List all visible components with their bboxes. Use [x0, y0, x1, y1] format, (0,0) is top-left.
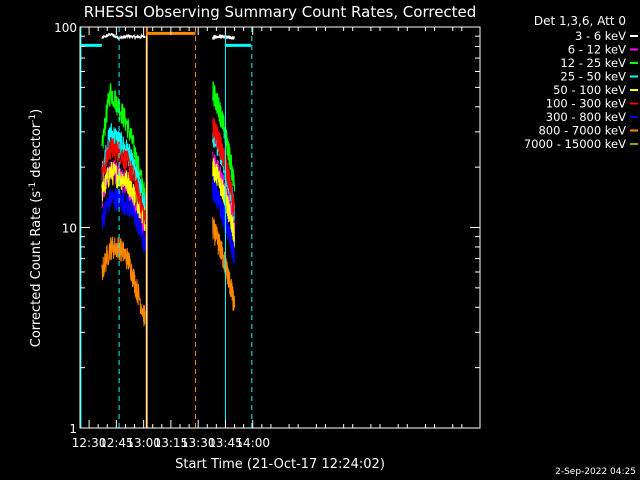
series-line-0-100-300-kev: [101, 137, 146, 225]
series-line-1-100-300-kev: [212, 116, 235, 217]
legend-entry-7000-15000-kev: 7000 - 15000 keV: [524, 137, 626, 151]
y-tick-label-2: 100: [54, 21, 77, 35]
x-tick-label-4: 13:30: [181, 436, 216, 450]
series-line-0-300-800-kev: [101, 188, 146, 253]
legend-entry-3-6-kev: 3 - 6 keV: [575, 29, 626, 43]
y-axis-label-end: ): [29, 109, 44, 114]
legend-entry-12-25-kev: 12 - 25 keV: [560, 56, 626, 70]
legend-entry-100-300-kev: 100 - 300 keV: [546, 97, 626, 111]
legend-entry-25-50-kev: 25 - 50 keV: [560, 70, 626, 84]
series-line-1-50-100-kev: [212, 157, 235, 249]
legend-entry-800-7000-kev: 800 - 7000 keV: [538, 124, 626, 138]
y-axis-label-main: Corrected Count Rate (s: [29, 191, 44, 348]
x-tick-label-1: 12:45: [99, 436, 134, 450]
x-tick-label-6: 14:00: [235, 436, 270, 450]
x-tick-label-3: 13:15: [154, 436, 189, 450]
series-line-0-12-25-kev: [101, 82, 146, 204]
series-line-1-300-800-kev: [212, 175, 235, 264]
series-line-1-12-25-kev: [212, 81, 235, 192]
series-line-1-3-6-kev: [212, 34, 235, 41]
series-line-0-800-7000-kev: [101, 236, 146, 327]
footer-timestamp: 2-Sep-2022 04:25: [555, 467, 636, 477]
series-line-0-25-50-kev: [101, 123, 146, 217]
y-axis-label-mid: detector: [29, 122, 44, 182]
y-axis-label-sup2: -1: [28, 114, 38, 123]
y-tick-label-0: 1: [69, 422, 77, 436]
y-axis-label: Corrected Count Rate (s-1 detector-1): [28, 109, 44, 347]
x-tick-label-5: 13:45: [208, 436, 243, 450]
y-tick-label-1: 10: [62, 222, 77, 236]
series-line-1-800-7000-kev: [212, 216, 235, 311]
x-tick-label-0: 12:30: [72, 436, 107, 450]
x-axis-label: Start Time (21-Oct-17 12:24:02): [175, 457, 385, 472]
legend-entry-50-100-kev: 50 - 100 keV: [553, 83, 626, 97]
series-line-0-3-6-kev: [101, 32, 146, 41]
x-tick-label-2: 13:00: [126, 436, 161, 450]
legend-header: Det 1,3,6, Att 0: [534, 14, 626, 28]
chart-title: RHESSI Observing Summary Count Rates, Co…: [84, 3, 477, 21]
y-axis-label-sup1: -1: [28, 182, 38, 191]
series-line-0-50-100-kev: [101, 161, 146, 231]
legend-entry-6-12-kev: 6 - 12 keV: [568, 43, 626, 57]
legend-entry-300-800-kev: 300 - 800 keV: [546, 110, 626, 124]
